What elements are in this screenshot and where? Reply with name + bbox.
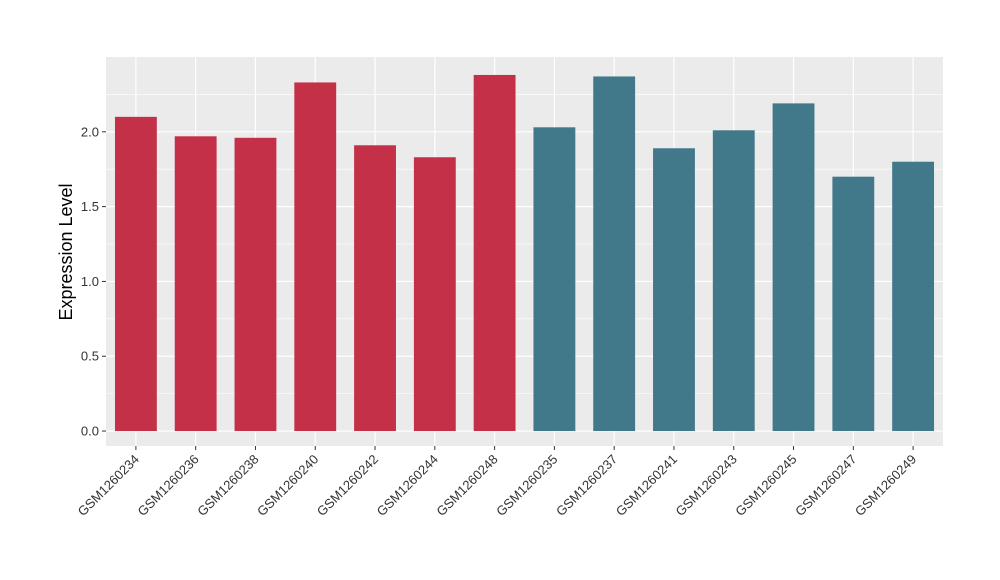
x-tick-label: GSM1260244 xyxy=(374,452,441,519)
y-axis: 0.0 0.5 1.0 1.5 2.0 xyxy=(81,124,106,439)
y-tick-label: 2.0 xyxy=(81,124,99,139)
bar xyxy=(234,137,277,432)
bar xyxy=(653,148,695,432)
x-tick-label: GSM1260237 xyxy=(553,452,620,519)
x-axis: GSM1260234GSM1260236GSM1260238GSM1260240… xyxy=(75,446,919,519)
y-axis-title: Expression Level xyxy=(56,183,76,320)
bar xyxy=(832,176,875,432)
x-tick-label: GSM1260241 xyxy=(613,452,680,519)
y-tick-label: 0.5 xyxy=(81,349,99,364)
bar xyxy=(533,127,576,432)
x-tick-label: GSM1260234 xyxy=(75,452,142,519)
y-tick-label: 0.0 xyxy=(81,424,99,439)
y-tick-label: 1.0 xyxy=(81,274,99,289)
bar xyxy=(174,136,217,432)
x-tick-label: GSM1260245 xyxy=(732,452,799,519)
y-tick-label: 1.5 xyxy=(81,199,99,214)
x-tick-label: GSM1260243 xyxy=(673,452,740,519)
x-tick-label: GSM1260236 xyxy=(134,452,201,519)
x-tick-label: GSM1260248 xyxy=(433,452,500,519)
bar xyxy=(712,130,755,432)
x-tick-label: GSM1260242 xyxy=(314,452,381,519)
bar xyxy=(473,74,516,432)
bar xyxy=(892,161,935,432)
bar xyxy=(413,157,456,432)
bar xyxy=(354,145,396,432)
bar xyxy=(114,116,157,432)
bar xyxy=(294,82,337,432)
bar xyxy=(593,76,636,432)
plot-panel xyxy=(106,57,943,446)
bars xyxy=(114,74,935,432)
x-tick-label: GSM1260238 xyxy=(194,452,261,519)
x-tick-label: GSM1260240 xyxy=(254,452,321,519)
x-tick-label: GSM1260249 xyxy=(852,452,919,519)
x-tick-label: GSM1260247 xyxy=(792,452,859,519)
x-tick-label: GSM1260235 xyxy=(493,452,560,519)
bar xyxy=(772,103,815,432)
